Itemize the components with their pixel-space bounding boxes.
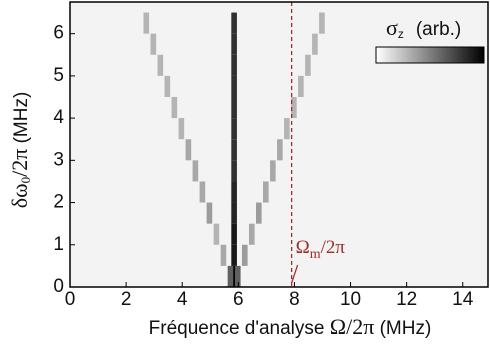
heat-cell [231, 244, 237, 266]
heat-cell [305, 54, 311, 76]
heat-cell [231, 223, 237, 245]
heat-cell [150, 33, 157, 55]
y-label-sub: 0 [18, 177, 33, 184]
y-label-rest: /2π [7, 149, 32, 177]
marker-rest: /2π [321, 237, 346, 258]
y-tick-label: 4 [53, 107, 64, 128]
heat-cell [284, 118, 290, 140]
marker-sub: m [310, 247, 321, 262]
y-tick-label: 6 [53, 23, 64, 44]
heat-cell [164, 75, 171, 97]
heat-cell [231, 202, 237, 224]
heat-cell [231, 97, 237, 119]
heat-cell [231, 33, 237, 55]
heat-cell [231, 54, 237, 76]
heat-cell [248, 223, 255, 245]
heat-cell [234, 265, 241, 287]
x-tick-label: 10 [340, 289, 361, 310]
heat-cell [241, 244, 248, 266]
heat-cell [157, 54, 164, 76]
plot-frame [69, 1, 489, 288]
colorbar-sub: z [398, 27, 404, 41]
x-tick-label: 6 [233, 289, 244, 310]
y-tick-label: 2 [53, 192, 64, 213]
heat-cell [231, 265, 237, 287]
colorbar-label: σz (arb.) [386, 15, 461, 41]
y-label-symbol: δω [7, 183, 32, 208]
colorbar [375, 46, 485, 64]
heat-cell [231, 75, 237, 97]
heat-cell [143, 12, 150, 34]
heat-cell [255, 202, 262, 224]
y-label-unit: (MHz) [11, 92, 32, 149]
x-axis-label: Fréquence d'analyse Ω/2π (MHz) [149, 314, 432, 339]
y-tick-label: 3 [53, 149, 64, 170]
heat-cell [199, 181, 206, 203]
x-tick-label: 0 [65, 289, 76, 310]
heat-cell [192, 160, 199, 182]
heat-cell [231, 12, 237, 34]
heat-cell [277, 139, 283, 161]
heat-cell [231, 118, 237, 140]
marker-label: Ωm/2π [296, 237, 346, 262]
x-tick-label: 2 [121, 289, 132, 310]
y-tick-label: 5 [53, 65, 64, 86]
x-label-unit: (MHz) [374, 318, 431, 339]
y-axis-label: δω0/2π (MHz) [7, 92, 33, 209]
heat-cell [171, 97, 178, 119]
heat-cell [227, 265, 234, 287]
heat-cell [270, 160, 276, 182]
y-tick-label: 0 [53, 276, 64, 297]
colorbar-symbol: σ [386, 15, 398, 40]
heat-cell [178, 118, 185, 140]
heat-cell [231, 181, 237, 203]
heat-cell [231, 160, 237, 182]
x-tick-label: 4 [177, 289, 188, 310]
x-tick-label: 14 [452, 289, 474, 310]
heat-cell [291, 97, 297, 119]
heat-cell [312, 33, 318, 55]
heat-cell [298, 75, 304, 97]
x-tick-label: 8 [289, 289, 300, 310]
x-tick-label: 12 [396, 289, 417, 310]
heat-cell [206, 202, 213, 224]
heat-cell [213, 223, 220, 245]
y-tick-label: 1 [53, 234, 64, 255]
x-label-symbol: Ω/2π [330, 314, 375, 339]
heat-cell [231, 139, 237, 161]
heat-cell [185, 139, 192, 161]
marker-pointer [291, 264, 299, 284]
colorbar-unit: (arb.) [416, 19, 461, 40]
x-label-text: Fréquence d'analyse [149, 318, 330, 339]
heat-cell [220, 244, 227, 266]
heat-cell [319, 12, 325, 34]
heat-cell [263, 181, 269, 203]
marker-symbol: Ω [296, 237, 310, 258]
